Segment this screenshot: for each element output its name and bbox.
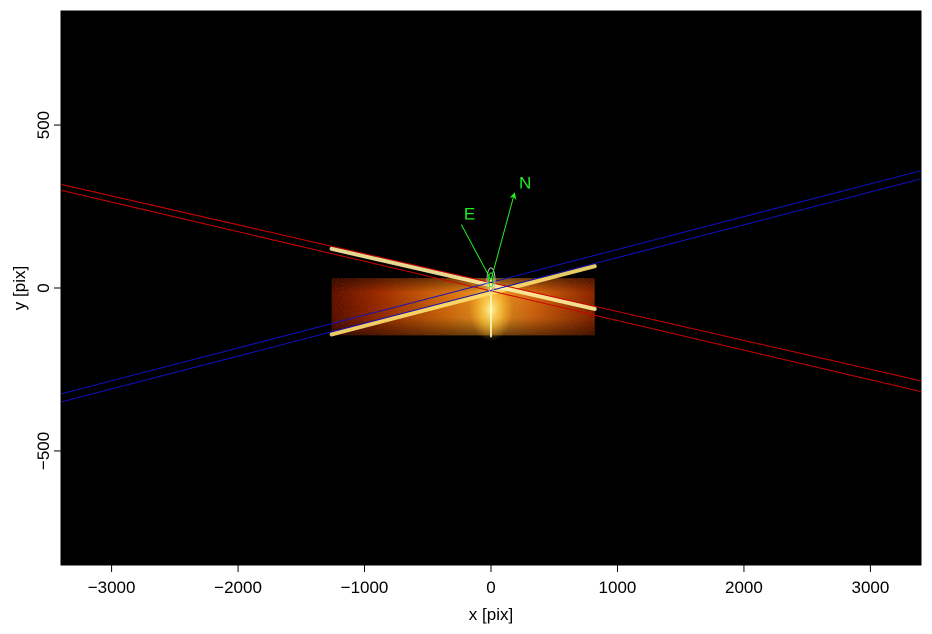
slit-trace-4 — [61, 178, 921, 403]
spectral-image — [329, 246, 597, 341]
y-tick-label: −500 — [34, 432, 53, 470]
x-tick-label: 2000 — [725, 578, 763, 597]
compass: NE — [460, 174, 531, 293]
x-tick-label: 1000 — [599, 578, 637, 597]
y-tick-label: 500 — [34, 111, 53, 139]
east-label: E — [464, 205, 475, 224]
dispersed-band-line — [329, 246, 597, 311]
slit-trace-3 — [61, 170, 921, 395]
image-noise — [331, 278, 595, 336]
north-arrow — [490, 192, 517, 280]
source-marker-inner — [488, 272, 494, 288]
dispersed-band — [329, 264, 597, 337]
dispersed-band-line — [329, 264, 597, 337]
x-tick-label: 0 — [486, 578, 495, 597]
x-tick-label: −2000 — [214, 578, 262, 597]
north-label: N — [519, 174, 531, 193]
source-marker — [486, 267, 496, 293]
y-axis-label: y [pix] — [10, 266, 29, 310]
y-axis: −500 0 500 — [34, 111, 61, 470]
x-axis: −3000 −2000 −1000 0 1000 2000 3000 — [88, 565, 889, 597]
x-tick-label: −1000 — [341, 578, 389, 597]
dispersed-band — [329, 246, 597, 311]
slit-traces — [61, 170, 921, 403]
x-tick-label: −3000 — [88, 578, 136, 597]
y-tick-label: 0 — [34, 283, 53, 292]
east-arrow — [460, 224, 492, 281]
x-tick-label: 3000 — [851, 578, 889, 597]
x-axis-label: x [pix] — [469, 605, 513, 624]
